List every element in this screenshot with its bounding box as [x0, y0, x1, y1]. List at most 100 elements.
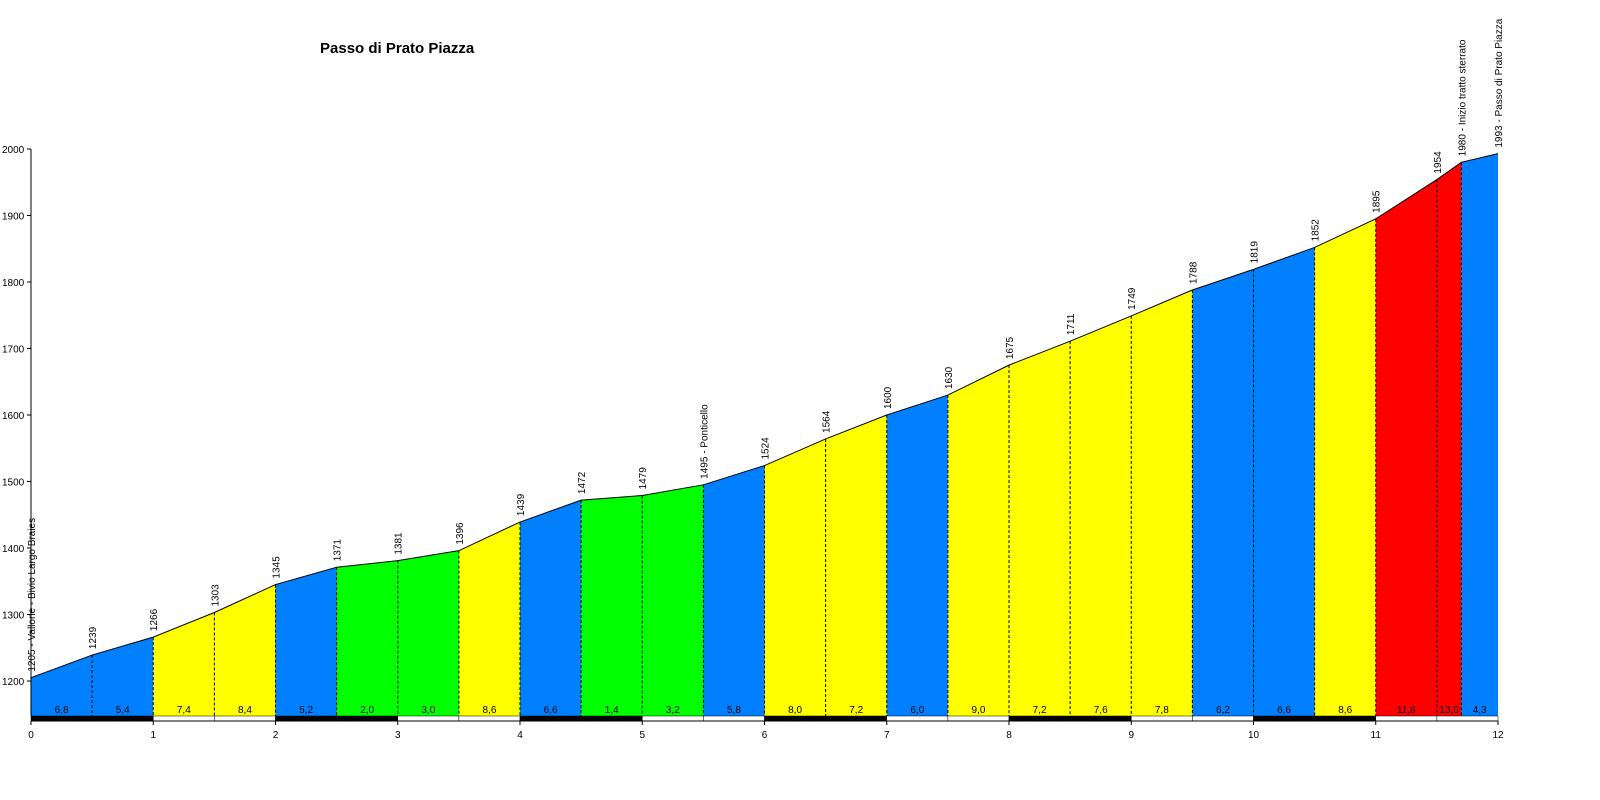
altitude-label: 1675 — [1005, 336, 1016, 359]
distance-bar-block — [764, 715, 826, 722]
distance-bar-block — [1008, 715, 1071, 722]
gradient-label: 5,2 — [299, 705, 313, 716]
distance-bar-block — [214, 715, 276, 722]
altitude-label: 1345 — [272, 556, 283, 579]
x-tick-label: 3 — [395, 730, 401, 741]
altitude-label: 1819 — [1250, 241, 1261, 264]
gradient-label: 8,0 — [788, 705, 802, 716]
altitude-label: 1396 — [455, 522, 466, 545]
gradient-label: 13,0 — [1439, 705, 1459, 716]
gradient-labels: 6,8 5,4 7,4 8,4 5,2 2,0 3,0 8,6 6,6 1,4 3,2 5,8 8,0 7… — [55, 705, 1487, 716]
altitude-label: 1852 — [1311, 219, 1322, 242]
altitude-label: 1749 — [1127, 287, 1138, 310]
distance-bar-block — [458, 715, 521, 722]
x-tick-label: 2 — [273, 730, 279, 741]
profile-segment — [1436, 162, 1462, 717]
distance-bar-block — [1314, 715, 1376, 722]
altitude-label: 1205 - Vallone - Bivio Largo Braies — [27, 518, 38, 672]
profile-segment — [1375, 179, 1437, 717]
x-tick-label: 10 — [1248, 730, 1260, 741]
profile-segment — [1070, 315, 1132, 716]
profile-segment — [31, 655, 93, 716]
y-tick-label: 1500 — [2, 478, 25, 489]
altitude-label: 1495 - Ponticello — [699, 404, 710, 479]
gradient-label: 7,2 — [1033, 705, 1047, 716]
profile-segment — [336, 560, 398, 716]
altitude-label: 1439 — [516, 493, 527, 516]
gradient-label: 6,0 — [910, 705, 924, 716]
x-axis: 0 1 2 3 4 5 6 7 8 9 10 11 12 — [28, 720, 1504, 741]
distance-bar-block — [1375, 715, 1438, 722]
gradient-label: 6,6 — [544, 705, 558, 716]
altitude-label: 1600 — [883, 386, 894, 409]
x-tick-label: 7 — [884, 730, 890, 741]
x-tick-label: 1 — [150, 730, 156, 741]
altitude-label: 1895 — [1372, 190, 1383, 213]
y-tick-label: 1700 — [2, 345, 25, 356]
profile-segment — [1009, 341, 1071, 716]
distance-bar-block — [886, 715, 949, 722]
altitude-label: 1472 — [577, 471, 588, 494]
altitude-label: 1980 - Inizio tratto sterrato — [1457, 39, 1468, 156]
distance-bar-block — [153, 715, 215, 722]
x-tick-label: 5 — [639, 730, 645, 741]
altitude-label: 1239 — [88, 626, 99, 649]
gradient-label: 8,4 — [238, 705, 252, 716]
x-tick-label: 9 — [1128, 730, 1134, 741]
profile-segment — [581, 495, 643, 716]
profile-segment — [1192, 269, 1254, 716]
distance-bar-block — [336, 715, 398, 722]
distance-bar-block — [30, 715, 93, 722]
distance-bar-block — [1069, 715, 1132, 722]
gradient-label: 8,6 — [1338, 705, 1352, 716]
y-tick-label: 1900 — [2, 212, 25, 223]
profile-segment — [703, 465, 765, 716]
distance-bar-block — [1436, 715, 1499, 722]
gradient-label: 6,8 — [55, 705, 69, 716]
profile-segment — [92, 637, 154, 716]
gradient-label: 1,4 — [605, 705, 619, 716]
profile-segment — [1314, 218, 1376, 716]
profile-segment — [1253, 247, 1315, 717]
x-tick-label: 8 — [1006, 730, 1012, 741]
gradient-label: 2,0 — [360, 705, 374, 716]
gradient-label: 9,0 — [971, 705, 985, 716]
altitude-label: 1479 — [638, 467, 649, 490]
gradient-label: 6,2 — [1216, 705, 1230, 716]
gradient-label: 8,6 — [482, 705, 496, 716]
profile-segment — [1461, 153, 1498, 716]
altitude-labels: 1205 - Vallone - Bivio Largo Braies 1239 1… — [27, 18, 1505, 671]
y-tick-label: 1200 — [2, 677, 25, 688]
x-tick-label: 4 — [517, 730, 523, 741]
gradient-label: 3,0 — [421, 705, 435, 716]
elevation-segments — [31, 153, 1498, 717]
gradient-label: 7,6 — [1094, 705, 1108, 716]
distance-bar-block — [947, 715, 1010, 722]
profile-segment — [886, 395, 948, 716]
altitude-label: 1564 — [822, 410, 833, 433]
distance-bar-block — [397, 715, 460, 722]
altitude-label: 1630 — [944, 366, 955, 389]
altitude-label: 1381 — [394, 532, 405, 555]
x-tick-label: 12 — [1492, 730, 1504, 741]
distance-bar-block — [275, 715, 337, 722]
y-axis: 1200 1300 1400 1500 1600 1700 1800 1900 2000 — [2, 145, 32, 716]
y-tick-label: 1600 — [2, 411, 25, 422]
profile-line — [30, 153, 1499, 679]
y-tick-label: 1400 — [2, 544, 25, 555]
x-tick-label: 11 — [1371, 730, 1382, 741]
gradient-label: 4,3 — [1473, 705, 1487, 716]
profile-segment — [764, 438, 826, 716]
distance-scale-bar — [30, 715, 1499, 722]
y-tick-label: 1800 — [2, 278, 25, 289]
gradient-label: 5,8 — [727, 705, 741, 716]
distance-bar-block — [519, 715, 582, 722]
gradient-label: 5,4 — [116, 705, 130, 716]
profile-segment — [947, 365, 1009, 716]
gradient-label: 7,4 — [177, 705, 191, 716]
altitude-label: 1954 — [1433, 151, 1444, 174]
y-tick-label: 2000 — [2, 145, 25, 156]
distance-bar-block — [825, 715, 887, 722]
gradient-label: 11,8 — [1397, 705, 1416, 716]
